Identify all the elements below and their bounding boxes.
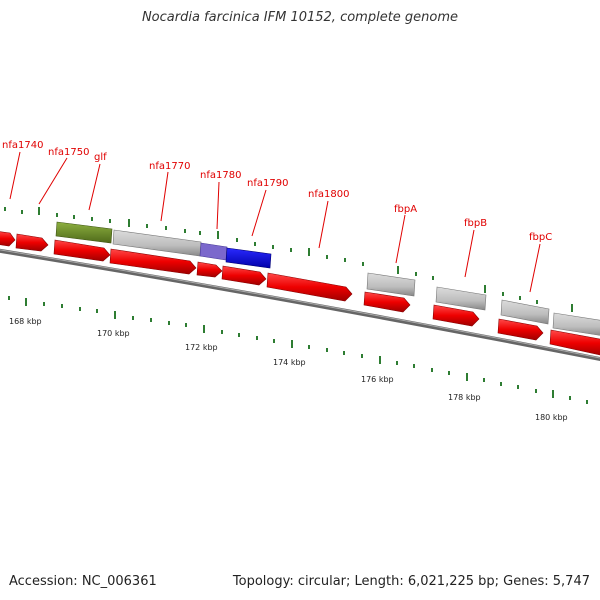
kbp-label-170: 170 kbp [97, 329, 130, 338]
feature-gray-fbpB [435, 286, 487, 311]
feature-gray-edge [552, 312, 600, 336]
gene-label-fbpB: fbpB [464, 218, 487, 229]
feature-olive [55, 221, 113, 244]
gene-arrow [196, 261, 223, 278]
gene-arrow [549, 329, 600, 356]
gene-label-nfa1740: nfa1740 [2, 140, 43, 151]
gene-label-nfa1780: nfa1780 [200, 170, 241, 181]
gene-label-nfa1750: nfa1750 [48, 147, 89, 158]
map-title: Nocardia farcinica IFM 10152, complete g… [141, 10, 459, 25]
gene-label-nfa1790: nfa1790 [247, 178, 288, 189]
genome-summary: Topology: circular; Length: 6,021,225 bp… [232, 574, 590, 589]
upper-feature-track [55, 221, 600, 336]
kbp-label-176: 176 kbp [361, 375, 394, 384]
gene-arrow-track [0, 231, 600, 356]
gene-label-glf: glf [94, 152, 107, 163]
kbp-scale-labels: 168 kbp 170 kbp 172 kbp 174 kbp 176 kbp … [9, 317, 568, 422]
kbp-label-180: 180 kbp [535, 413, 568, 422]
kbp-label-178: 178 kbp [448, 393, 481, 402]
feature-gray-fbpA [366, 272, 416, 297]
feature-purple [199, 242, 228, 261]
gene-label-fbpC: fbpC [529, 232, 552, 243]
gene-labels: nfa1740 nfa1750 glf nfa1770 nfa1780 nfa1… [2, 140, 552, 243]
gene-arrow [221, 265, 267, 286]
gene-label-leaders [9, 151, 541, 293]
gene-arrow [109, 248, 197, 275]
gene-arrow [497, 318, 544, 341]
gene-arrow [266, 272, 353, 302]
gene-arrow [53, 239, 111, 262]
gene-arrow [432, 304, 480, 327]
gene-label-nfa1770: nfa1770 [149, 161, 190, 172]
lower-tick-row [8, 296, 588, 404]
genome-backbone [0, 248, 600, 362]
gene-arrow [363, 291, 411, 313]
gene-arrow [0, 231, 16, 247]
kbp-label-168: 168 kbp [9, 317, 42, 326]
feature-blue [225, 247, 272, 269]
kbp-label-172: 172 kbp [185, 343, 218, 352]
gene-arrow [15, 233, 49, 252]
upper-tick-row [4, 207, 573, 312]
gene-label-fbpA: fbpA [394, 204, 417, 215]
gene-label-nfa1800: nfa1800 [308, 189, 349, 200]
feature-gray-fbpC [500, 299, 550, 325]
accession-text: Accession: NC_006361 [9, 574, 157, 589]
kbp-label-174: 174 kbp [273, 358, 306, 367]
